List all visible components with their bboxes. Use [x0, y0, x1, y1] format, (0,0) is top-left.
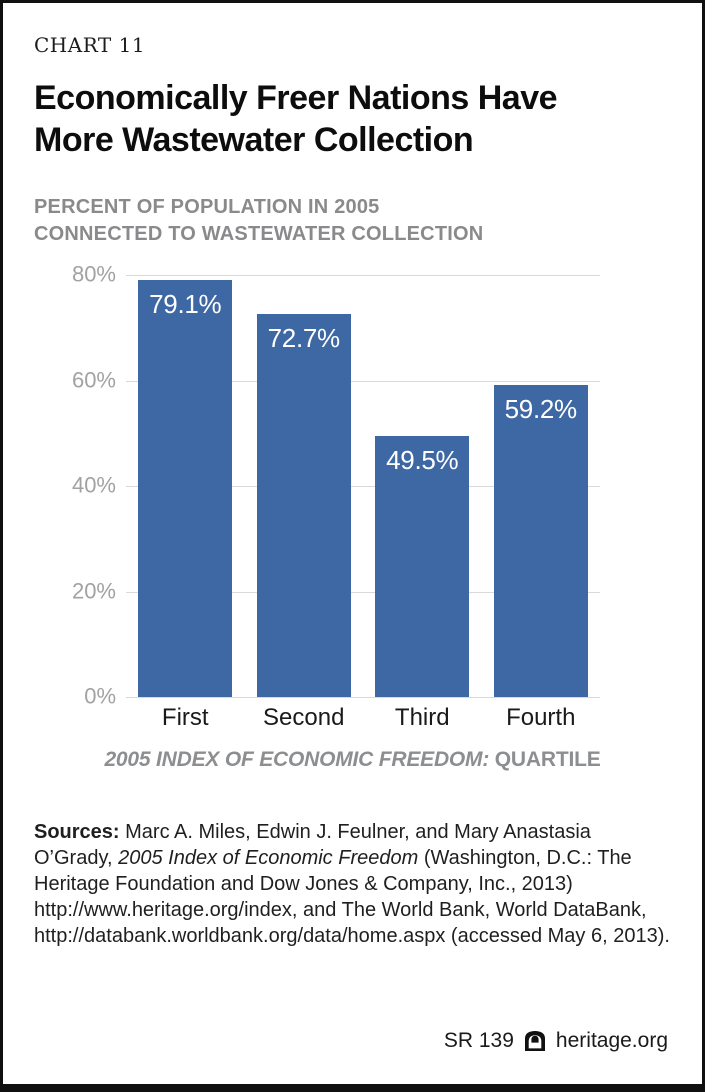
y-tick-label: 20%: [71, 577, 116, 603]
footer: SR 139 heritage.org: [444, 1029, 668, 1053]
x-category-label: Fourth: [506, 704, 576, 731]
heritage-bell-icon: [523, 1029, 547, 1053]
y-tick-label: 60%: [71, 366, 116, 392]
x-category-label: First: [161, 704, 209, 731]
chart-subtitle: PERCENT OF POPULATION IN 2005 CONNECTED …: [34, 194, 671, 248]
bar-slot: 79.1%: [138, 275, 233, 697]
sources-publication-title: 2005 Index of Economic Freedom: [118, 847, 419, 869]
sources-text-2: (Washington, D.C.: The Heritage Foundati…: [34, 847, 670, 947]
plot-area: 79.1% 72.7% 49.5% 59.2%: [126, 275, 600, 698]
report-id: SR 139: [443, 1029, 514, 1052]
bar-first: 79.1%: [138, 279, 233, 697]
sources-text-1: Marc A. Miles, Edwin J. Feulner, and Mar…: [34, 821, 591, 869]
bar-chart: 80% 60% 40% 20% 0% 79.1% 72.7% 49.5% 59.2% Firs…: [34, 261, 671, 773]
y-tick-label: 40%: [71, 472, 116, 498]
chart-subtitle-line1: PERCENT OF POPULATION IN 2005: [34, 196, 380, 218]
bar-value-label: 49.5%: [386, 444, 459, 475]
gridline: [126, 380, 600, 382]
gridline: [126, 591, 600, 593]
gridline: [126, 486, 600, 487]
x-axis: First Second Third Fourth: [34, 703, 671, 733]
y-tick-label: 0%: [84, 683, 116, 709]
bar-value-label: 79.1%: [149, 288, 222, 319]
bar-slot: 59.2%: [493, 275, 588, 697]
x-axis-title-italic: 2005 INDEX OF ECONOMIC FREEDOM:: [104, 748, 490, 771]
sources-note: Sources: Marc A. Miles, Edwin J. Feulner…: [34, 819, 671, 949]
plot-row: 80% 60% 40% 20% 0% 79.1% 72.7% 49.5% 59.2%: [34, 261, 671, 708]
site-name: heritage.org: [555, 1029, 668, 1052]
y-tick-label: 80%: [71, 261, 116, 287]
chart-title: Economically Freer Nations Have More Was…: [34, 77, 671, 161]
bar-third: 49.5%: [375, 435, 470, 697]
chart-number-kicker: CHART 11: [34, 33, 146, 57]
bar-second: 72.7%: [256, 313, 351, 697]
x-axis-title: 2005 INDEX OF ECONOMIC FREEDOM: QUARTILE: [34, 747, 671, 773]
sources-label: Sources:: [34, 821, 120, 843]
bar-value-label: 72.7%: [267, 322, 341, 353]
x-axis-title-regular: QUARTILE: [489, 748, 601, 771]
bar-slot: 72.7%: [256, 275, 351, 697]
chart-subtitle-line2: CONNECTED TO WASTEWATER COLLECTION: [34, 223, 484, 245]
bar-value-label: 59.2%: [504, 393, 578, 424]
y-axis: 80% 60% 40% 20% 0%: [34, 261, 126, 708]
bars-group: 79.1% 72.7% 49.5% 59.2%: [126, 275, 600, 697]
gridline: [126, 275, 600, 276]
chart-title-line2: More Wastewater Collection: [34, 121, 474, 159]
x-category-label: Second: [263, 704, 345, 731]
x-category-labels: First Second Third Fourth: [126, 703, 600, 733]
bar-fourth: 59.2%: [493, 384, 588, 697]
bar-slot: 49.5%: [375, 275, 470, 697]
gridline: [126, 697, 600, 698]
chart-title-line1: Economically Freer Nations Have: [34, 79, 558, 117]
x-category-label: Third: [394, 704, 450, 731]
